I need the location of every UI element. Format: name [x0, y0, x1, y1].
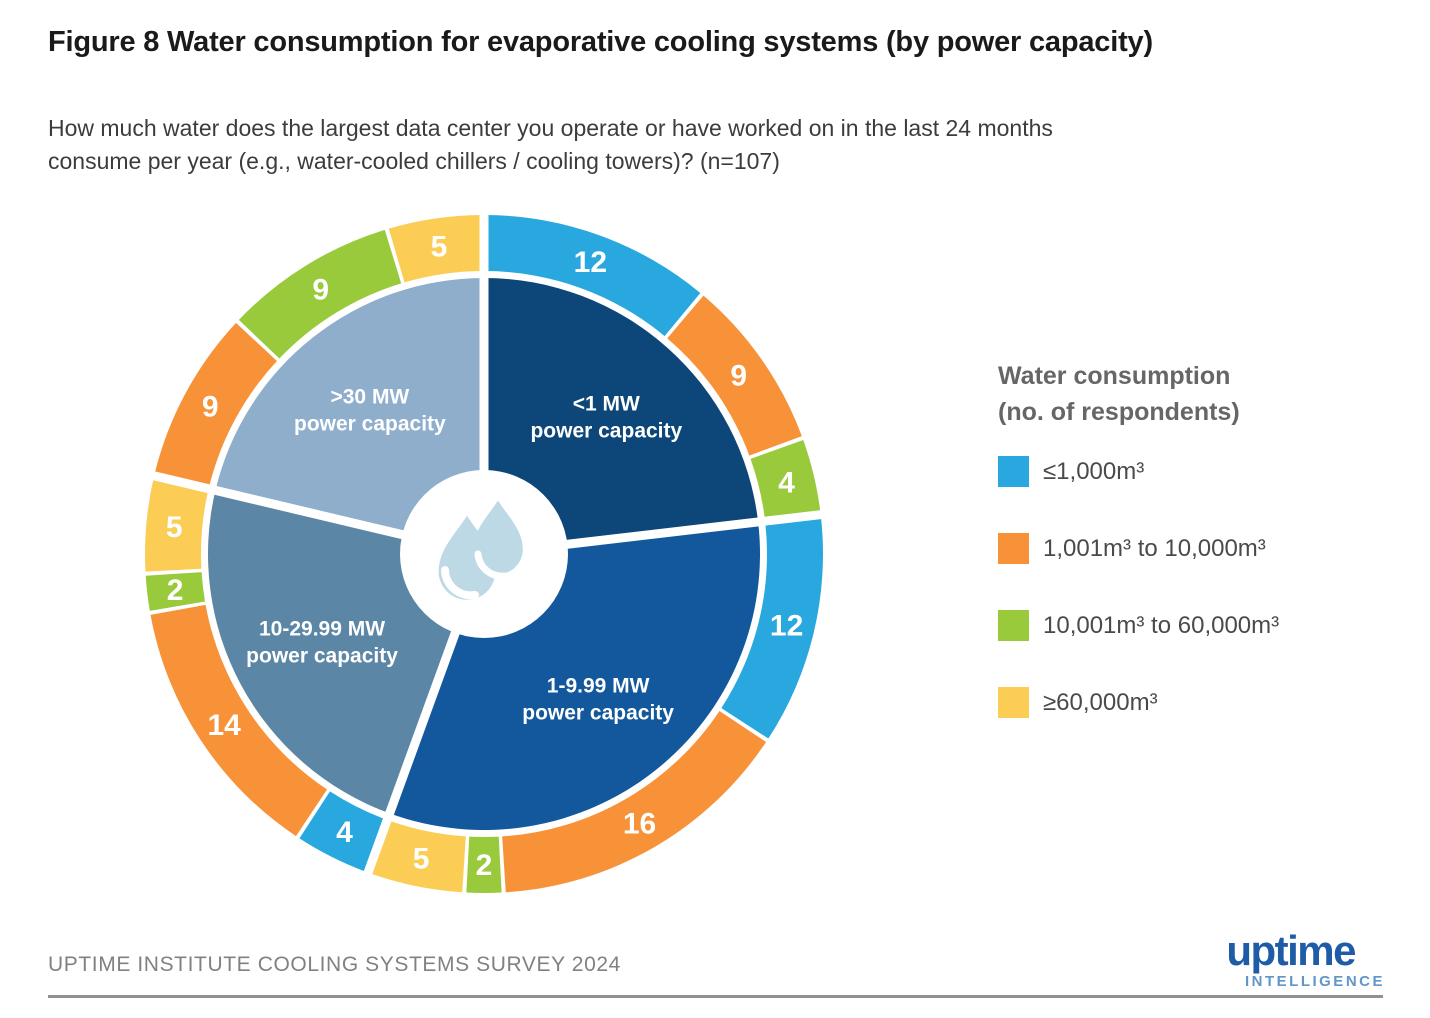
uptime-logo-brand: uptime: [1226, 927, 1356, 974]
legend-items: ≤1,000m³ 1,001m³ to 10,000m³ 10,001m³ to 6…: [998, 456, 1279, 718]
segment-value: 5: [431, 230, 448, 263]
legend-item: 1,001m³ to 10,000m³: [998, 533, 1279, 564]
ring-segment: [388, 215, 483, 283]
ring-segment: [154, 322, 277, 488]
question-line-1: How much water does the largest data cen…: [48, 115, 1053, 141]
legend-swatch-icon: [998, 610, 1029, 641]
ring-segment: [299, 791, 386, 872]
segment-value: 9: [730, 360, 747, 393]
segment-value: 5: [166, 511, 183, 544]
survey-question: How much water does the largest data cen…: [48, 112, 1053, 178]
uptime-intelligence-logo: uptime INTELLIGENCE: [1226, 927, 1385, 991]
legend-swatch-icon: [998, 533, 1029, 564]
pie-sector: [484, 278, 759, 554]
sector-divider: [537, 509, 825, 553]
legend-swatch-icon: [998, 687, 1029, 718]
sector-divider: [150, 470, 433, 546]
legend-label: 10,001m³ to 60,000m³: [1043, 611, 1280, 639]
legend-item: ≥60,000m³: [998, 687, 1279, 718]
segment-value: 4: [336, 816, 353, 849]
segment-value: 4: [778, 466, 795, 499]
sector-label: >30 MW power capacity: [294, 386, 446, 436]
legend-item: ≤1,000m³: [998, 456, 1279, 487]
sector-label: <1 MW power capacity: [530, 393, 682, 443]
segment-value: 12: [574, 246, 607, 279]
segment-value: 12: [770, 610, 803, 643]
legend-title: Water consumption (no. of respondents): [998, 358, 1279, 430]
segment-value: 16: [623, 807, 656, 840]
ring-segment: [145, 572, 206, 611]
sector-divider: [362, 603, 470, 877]
uptime-logo-sub: INTELLIGENCE: [1244, 973, 1385, 990]
segment-value: 2: [167, 574, 184, 607]
water-drops-icon: [438, 500, 523, 600]
ring-segment: [485, 215, 701, 337]
legend-title-line-1: Water consumption: [998, 362, 1231, 390]
sunburst-chart: 12 9 4 <1 MW power capacity 12 16 2 5 1-9.99 MW po…: [145, 212, 825, 893]
sector-label: 10-29.99 MW power capacity: [246, 617, 398, 667]
question-line-2: consume per year (e.g., water-cooled chi…: [48, 148, 780, 174]
legend-label: ≤1,000m³: [1043, 457, 1145, 485]
ring-segment: [502, 710, 767, 893]
ring-segment: [370, 820, 466, 893]
legend: Water consumption (no. of respondents) ≤1…: [998, 358, 1279, 764]
segment-value: 2: [476, 849, 493, 882]
source-text: UPTIME INSTITUTE COOLING SYSTEMS SURVEY …: [48, 953, 621, 976]
legend-item: 10,001m³ to 60,000m³: [998, 610, 1279, 641]
ring-segment: [667, 295, 802, 456]
ring-segment: [150, 604, 328, 837]
ring-segment: [145, 477, 209, 572]
legend-label: 1,001m³ to 10,000m³: [1043, 534, 1266, 562]
figure-title: Figure 8 Water consumption for evaporati…: [48, 26, 1153, 58]
sector-label: 1-9.99 MW power capacity: [522, 674, 674, 724]
ring-segment: [238, 229, 402, 359]
pie-sector: [215, 278, 484, 554]
segment-value: 14: [207, 709, 241, 742]
segment-value: 9: [312, 273, 329, 306]
legend-swatch-icon: [998, 456, 1029, 487]
ring-segment: [466, 836, 502, 893]
segment-value: 9: [202, 390, 219, 423]
legend-label: ≥60,000m³: [1043, 688, 1158, 716]
legend-title-line-2: (no. of respondents): [998, 398, 1240, 426]
ring-segment: [721, 516, 824, 739]
footer-divider-line: [48, 995, 1383, 998]
ring-segment: [750, 440, 821, 520]
segment-value: 5: [413, 843, 430, 876]
